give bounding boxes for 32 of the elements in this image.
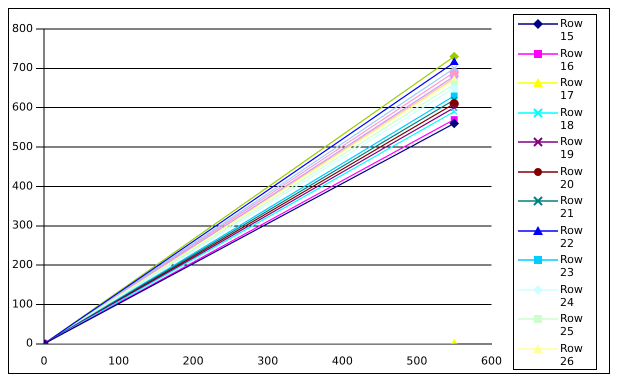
x-tick-label: 100 [108, 354, 130, 368]
x-tick-label: 500 [406, 354, 428, 368]
x-tick-label: 200 [182, 354, 204, 368]
y-tick-label: 800 [12, 22, 33, 35]
y-tick-label: 700 [12, 61, 33, 74]
y-tick-label: 100 [12, 297, 33, 310]
y-tick-label: 400 [12, 179, 33, 192]
legend-label: Row 15 [560, 17, 584, 43]
legend-label: Row 25 [560, 312, 584, 338]
y-tick-label: 0 [26, 336, 33, 350]
x-tick-label: 600 [481, 354, 502, 368]
x-tick-label: 400 [332, 354, 353, 368]
legend-label: Row 17 [560, 76, 584, 102]
legend-label: Row 24 [560, 282, 584, 308]
y-tick-label: 500 [12, 140, 33, 153]
y-tick-label: 200 [12, 258, 33, 271]
legend-label: Row 21 [560, 194, 584, 220]
legend-label: Row 26 [560, 342, 584, 368]
x-tick-label: 300 [257, 354, 278, 368]
legend-label: Row 22 [560, 224, 584, 250]
y-tick-label: 600 [12, 100, 33, 114]
legend-label: Row 23 [560, 253, 584, 279]
point [450, 104, 458, 112]
point [450, 64, 458, 72]
legend-label: Row 16 [560, 46, 584, 72]
legend-label: Row 19 [560, 135, 584, 161]
x-tick-label: 0 [40, 354, 48, 368]
point [450, 83, 459, 93]
y-tick-label: 300 [12, 218, 33, 232]
legend-label: Row 18 [560, 106, 584, 132]
legend-label: Row 20 [560, 164, 584, 190]
point [450, 108, 458, 116]
